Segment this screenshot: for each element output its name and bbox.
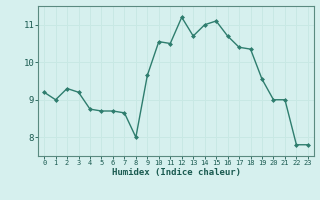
X-axis label: Humidex (Indice chaleur): Humidex (Indice chaleur) <box>111 168 241 177</box>
